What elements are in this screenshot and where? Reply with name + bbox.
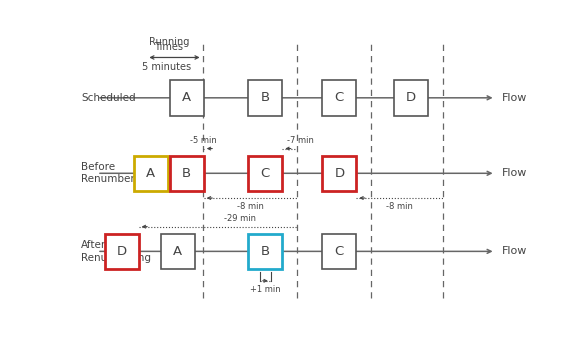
Bar (323, 234, 357, 269)
Bar (394, 80, 428, 116)
Text: A: A (146, 167, 156, 180)
Text: Before
Renumbering: Before Renumbering (81, 162, 151, 185)
Text: C: C (335, 245, 344, 258)
Text: D: D (117, 245, 127, 258)
Text: 5 minutes: 5 minutes (142, 62, 191, 72)
Bar (248, 155, 283, 191)
Bar (170, 80, 204, 116)
Text: Flow: Flow (502, 246, 527, 256)
Text: Flow: Flow (502, 168, 527, 178)
Bar (105, 234, 139, 269)
Text: D: D (406, 91, 416, 104)
Bar (134, 155, 168, 191)
Text: -5 min: -5 min (190, 136, 217, 145)
Text: -7 min: -7 min (287, 136, 314, 145)
Text: Scheduled: Scheduled (81, 93, 136, 103)
Text: A: A (173, 245, 182, 258)
Bar (323, 155, 357, 191)
Text: -8 min: -8 min (237, 202, 263, 211)
Text: Times: Times (155, 42, 184, 52)
Text: +1 min: +1 min (250, 285, 281, 294)
Text: -8 min: -8 min (386, 202, 413, 211)
Bar (170, 155, 204, 191)
Bar (323, 80, 357, 116)
Text: B: B (261, 245, 270, 258)
Text: B: B (182, 167, 192, 180)
Text: C: C (261, 167, 270, 180)
Text: B: B (261, 91, 270, 104)
Text: A: A (182, 91, 192, 104)
Bar (248, 234, 283, 269)
Text: C: C (335, 91, 344, 104)
Text: Flow: Flow (502, 93, 527, 103)
Text: After
Renumbering: After Renumbering (81, 240, 151, 263)
Bar (248, 80, 283, 116)
Text: -29 min: -29 min (224, 214, 256, 223)
Bar (161, 234, 195, 269)
Text: D: D (334, 167, 345, 180)
Text: Running: Running (149, 37, 189, 47)
